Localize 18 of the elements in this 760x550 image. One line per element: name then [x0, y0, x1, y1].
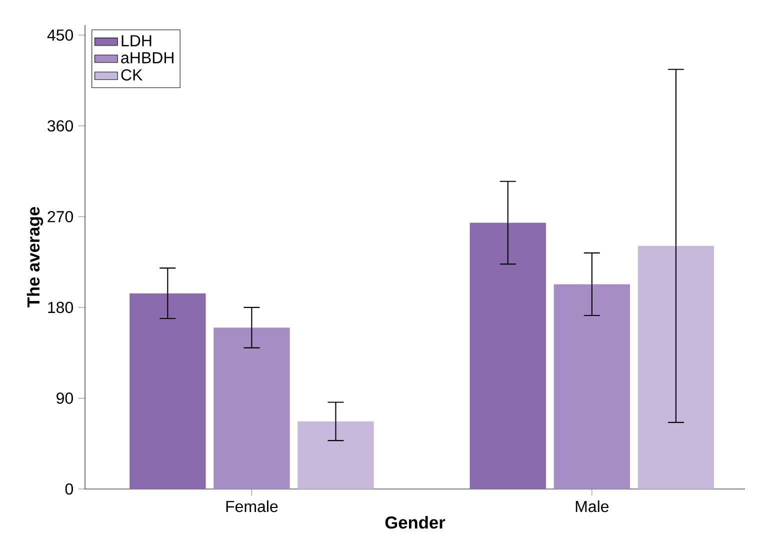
- bar: [470, 222, 546, 489]
- bar: [554, 284, 630, 489]
- bar: [298, 421, 374, 489]
- legend-label: CK: [121, 69, 143, 81]
- y-tick-label: 180: [48, 302, 73, 314]
- x-tick-label: Male: [576, 500, 609, 512]
- bar: [130, 293, 206, 489]
- legend-label: aHBDH: [121, 52, 174, 64]
- bar: [214, 328, 290, 489]
- x-axis-title: Gender: [385, 516, 446, 529]
- y-tick-label: 450: [47, 29, 73, 41]
- y-axis-title: The average: [26, 207, 44, 308]
- y-tick-label: 90: [56, 392, 74, 404]
- legend-label: LDH: [122, 35, 152, 46]
- y-tick-label: 0: [65, 483, 74, 495]
- y-tick-label: 360: [48, 120, 73, 132]
- y-tick-label: 270: [48, 210, 73, 222]
- x-tick-label: Female: [226, 500, 278, 512]
